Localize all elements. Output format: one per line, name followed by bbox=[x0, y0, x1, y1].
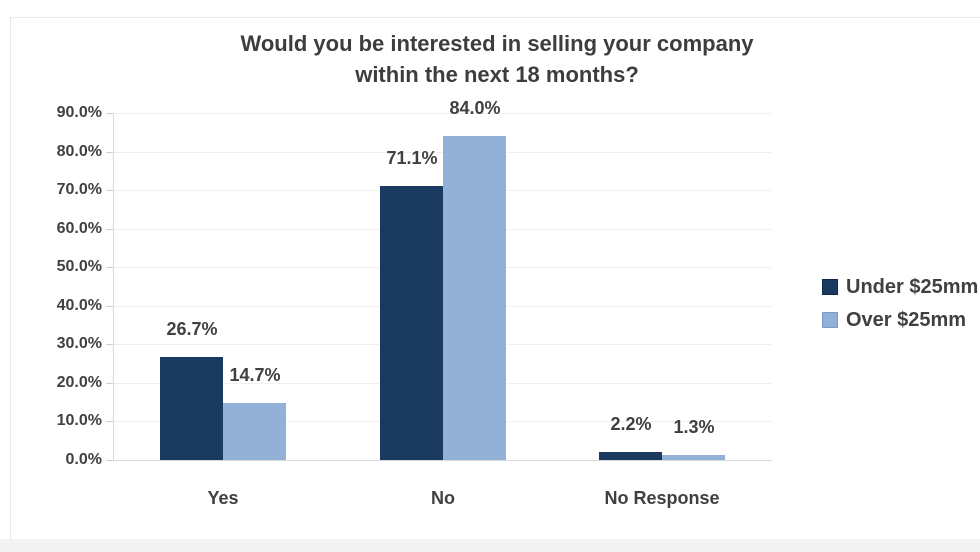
y-axis-label: 60.0% bbox=[56, 220, 102, 237]
data-label: 26.7% bbox=[166, 319, 218, 339]
y-axis-tick bbox=[106, 190, 113, 191]
legend-item-over-25mm: Over $25mm bbox=[822, 309, 978, 331]
data-label: 2.2% bbox=[610, 414, 652, 434]
legend-label-over-25mm: Over $25mm bbox=[846, 308, 967, 331]
gridline bbox=[113, 113, 772, 114]
y-axis-label: 80.0% bbox=[56, 143, 102, 160]
bar-no-response-series-0 bbox=[599, 452, 662, 460]
legend-marker-over-25mm-icon bbox=[822, 312, 838, 328]
legend: Under $25mm Over $25mm bbox=[822, 276, 978, 331]
x-axis-line bbox=[113, 460, 772, 461]
bar-yes-series-1 bbox=[223, 403, 286, 460]
bar-no-series-1 bbox=[443, 136, 506, 460]
legend-item-under-25mm: Under $25mm bbox=[822, 276, 978, 298]
y-axis-tick bbox=[106, 306, 113, 307]
data-label: 71.1% bbox=[386, 148, 438, 168]
y-axis-label: 10.0% bbox=[56, 412, 102, 429]
data-label: 14.7% bbox=[229, 365, 281, 385]
bar-no-response-series-1 bbox=[662, 455, 725, 460]
data-label: 84.0% bbox=[449, 98, 501, 118]
gridline bbox=[113, 152, 772, 153]
y-axis-tick bbox=[106, 267, 113, 268]
y-axis-label: 50.0% bbox=[56, 258, 102, 275]
legend-marker-under-25mm-icon bbox=[822, 279, 838, 295]
y-axis-tick bbox=[106, 383, 113, 384]
y-axis-tick bbox=[106, 113, 113, 114]
y-axis-label: 30.0% bbox=[56, 335, 102, 352]
x-axis-label: No Response bbox=[604, 488, 720, 508]
chart-title-line-2: within the next 18 months? bbox=[355, 62, 639, 87]
chart-title-line-1: Would you be interested in selling your … bbox=[240, 31, 754, 56]
legend-label-under-25mm: Under $25mm bbox=[846, 275, 979, 298]
y-axis-line bbox=[113, 113, 114, 460]
y-axis-label: 20.0% bbox=[56, 374, 102, 391]
x-axis-label: Yes bbox=[207, 488, 239, 508]
y-axis-label: 0.0% bbox=[65, 451, 102, 468]
x-axis-label: No bbox=[431, 488, 455, 508]
y-axis-tick bbox=[106, 152, 113, 153]
chart-title: Would you be interested in selling your … bbox=[177, 28, 817, 90]
y-axis-tick bbox=[106, 460, 113, 461]
y-axis-tick bbox=[106, 344, 113, 345]
y-axis-tick bbox=[106, 421, 113, 422]
data-label: 1.3% bbox=[673, 417, 715, 437]
bar-yes-series-0 bbox=[160, 357, 223, 460]
page-bottom-strip bbox=[0, 539, 980, 552]
y-axis-tick bbox=[106, 229, 113, 230]
y-axis-label: 40.0% bbox=[56, 297, 102, 314]
y-axis-label: 70.0% bbox=[56, 181, 102, 198]
bar-no-series-0 bbox=[380, 186, 443, 460]
y-axis-label: 90.0% bbox=[56, 104, 102, 121]
